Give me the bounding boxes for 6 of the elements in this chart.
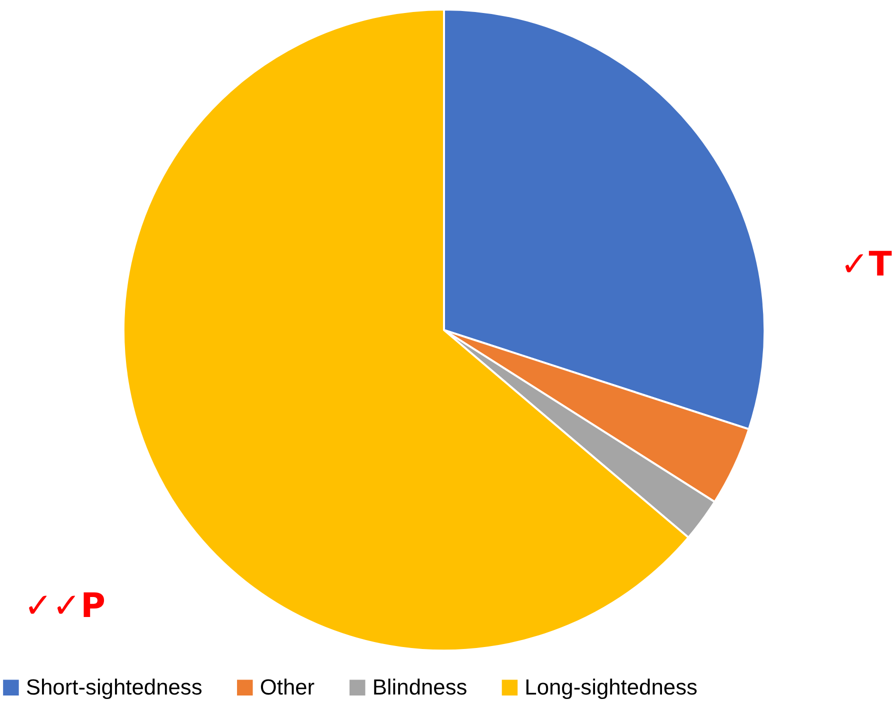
legend-label: Other bbox=[260, 674, 315, 700]
text: ✓✓P bbox=[24, 586, 106, 625]
legend-label: Long-sightedness bbox=[524, 674, 698, 700]
legend-label: Blindness bbox=[372, 674, 468, 700]
text: ✓T bbox=[840, 244, 892, 284]
legend-label: Short-sightedness bbox=[26, 674, 202, 700]
